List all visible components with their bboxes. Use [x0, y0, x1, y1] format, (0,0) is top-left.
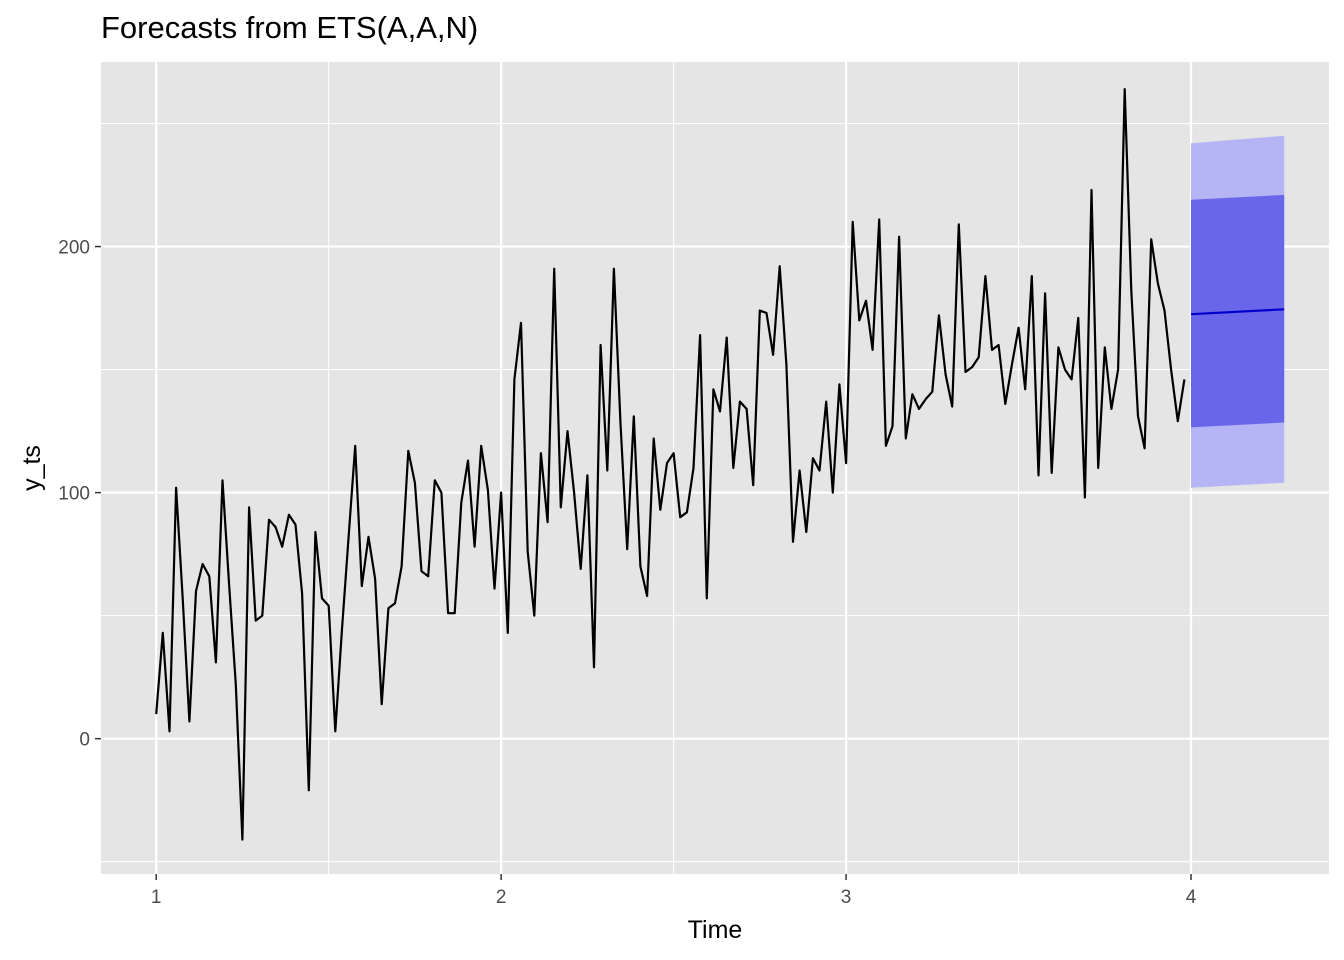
- x-tick-label: 4: [1186, 887, 1197, 908]
- plot-panel: [101, 62, 1329, 874]
- axis-ticks: 1 2 3 4 0 100 200: [58, 238, 1196, 908]
- x-axis-title: Time: [688, 916, 743, 944]
- x-tick-label: 2: [496, 887, 507, 908]
- y-tick-label: 200: [58, 238, 90, 259]
- x-tick-label: 1: [151, 887, 162, 908]
- forecast-mean-line: [1190, 308, 1285, 316]
- series-line: [155, 87, 1186, 841]
- chart-title: Forecasts from ETS(A,A,N): [101, 10, 479, 45]
- y-tick-label: 100: [58, 484, 90, 505]
- y-axis-title: y_ts: [18, 445, 46, 491]
- x-tick-label: 3: [841, 887, 852, 908]
- series-lines: [155, 87, 1285, 841]
- y-tick-label: 0: [79, 730, 90, 751]
